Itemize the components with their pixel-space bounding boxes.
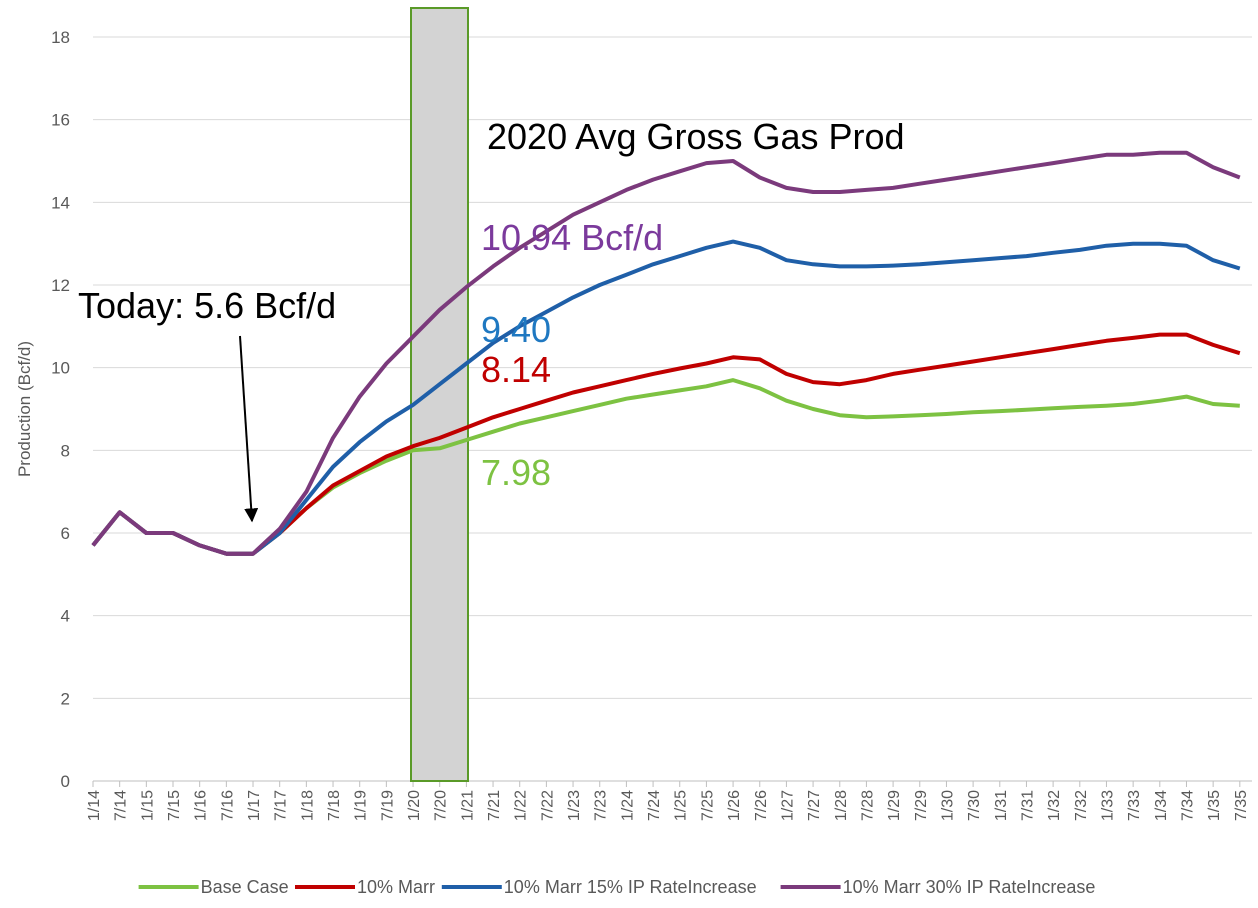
legend-label: 10% Marr 15% IP RateIncrease <box>504 877 757 897</box>
legend-label: 10% Marr 30% IP RateIncrease <box>843 877 1096 897</box>
series-line <box>91 239 1241 556</box>
series-line <box>91 150 1241 556</box>
x-tick-label: 7/24 <box>646 790 663 821</box>
x-tick-label: 7/27 <box>806 790 823 821</box>
x-tick-label: 7/21 <box>486 790 503 821</box>
x-tick-label: 1/17 <box>246 790 263 821</box>
y-tick-label: 16 <box>51 111 70 130</box>
x-tick-label: 7/30 <box>966 790 983 821</box>
x-tick-label: 1/14 <box>86 790 103 821</box>
x-tick-label: 7/23 <box>593 790 610 821</box>
x-tick-label: 7/14 <box>113 790 130 821</box>
y-tick-label: 8 <box>61 441 70 460</box>
x-tick-label: 7/35 <box>1233 790 1250 821</box>
annotation: 7.98 <box>481 452 551 493</box>
legend-label: 10% Marr <box>357 877 435 897</box>
highlight-box <box>410 7 469 782</box>
x-tick-label: 7/32 <box>1073 790 1090 821</box>
x-tick-label: 7/31 <box>1019 790 1036 821</box>
x-tick-label: 7/16 <box>219 790 236 821</box>
x-tick-label: 1/33 <box>1099 790 1116 821</box>
y-tick-label: 6 <box>61 524 70 543</box>
x-tick-label: 7/20 <box>433 790 450 821</box>
y-tick-label: 10 <box>51 359 70 378</box>
x-tick-label: 1/26 <box>726 790 743 821</box>
x-tick-label: 1/27 <box>779 790 796 821</box>
x-tick-label: 1/21 <box>459 790 476 821</box>
x-tick-label: 7/28 <box>859 790 876 821</box>
annotation: 10.94 Bcf/d <box>481 217 663 258</box>
x-tick-label: 1/32 <box>1046 790 1063 821</box>
x-tick-label: 1/19 <box>353 790 370 821</box>
x-tick-label: 7/34 <box>1179 790 1196 821</box>
x-tick-label: 1/18 <box>299 790 316 821</box>
y-tick-label: 12 <box>51 276 70 295</box>
legend-label: Base Case <box>201 877 289 897</box>
x-tick-label: 1/22 <box>513 790 530 821</box>
series-line <box>91 378 1240 556</box>
annotation: Today: 5.6 Bcf/d <box>78 285 336 326</box>
annotation: 8.14 <box>481 349 551 390</box>
x-tick-label: 1/31 <box>993 790 1010 821</box>
annotation: 2020 Avg Gross Gas Prod <box>487 116 905 157</box>
x-tick-label: 7/15 <box>166 790 183 821</box>
x-tick-label: 7/25 <box>699 790 716 821</box>
x-tick-label: 1/28 <box>833 790 850 821</box>
x-tick-label: 1/34 <box>1153 790 1170 821</box>
x-tick-label: 1/15 <box>139 790 156 821</box>
x-tick-label: 1/23 <box>566 790 583 821</box>
y-tick-label: 0 <box>61 772 70 791</box>
x-tick-label: 1/24 <box>619 790 636 821</box>
y-tick-label: 4 <box>61 607 70 626</box>
y-tick-label: 2 <box>61 689 70 708</box>
x-tick-label: 1/35 <box>1206 790 1223 821</box>
x-tick-label: 1/25 <box>673 790 690 821</box>
x-tick-label: 7/33 <box>1126 790 1143 821</box>
annotation: 9.40 <box>481 309 551 350</box>
x-tick-label: 1/16 <box>193 790 210 821</box>
x-tick-label: 1/20 <box>406 790 423 821</box>
y-tick-label: 14 <box>51 193 70 212</box>
x-tick-label: 1/30 <box>939 790 956 821</box>
y-tick-label: 18 <box>51 28 70 47</box>
x-tick-label: 7/29 <box>913 790 930 821</box>
x-tick-label: 7/17 <box>273 790 290 821</box>
x-tick-label: 7/22 <box>539 790 556 821</box>
x-tick-label: 7/26 <box>753 790 770 821</box>
y-axis-label: Production (Bcf/d) <box>15 341 34 477</box>
arrow <box>239 335 259 523</box>
x-tick-label: 7/19 <box>379 790 396 821</box>
x-tick-label: 7/18 <box>326 790 343 821</box>
x-tick-label: 1/29 <box>886 790 903 821</box>
